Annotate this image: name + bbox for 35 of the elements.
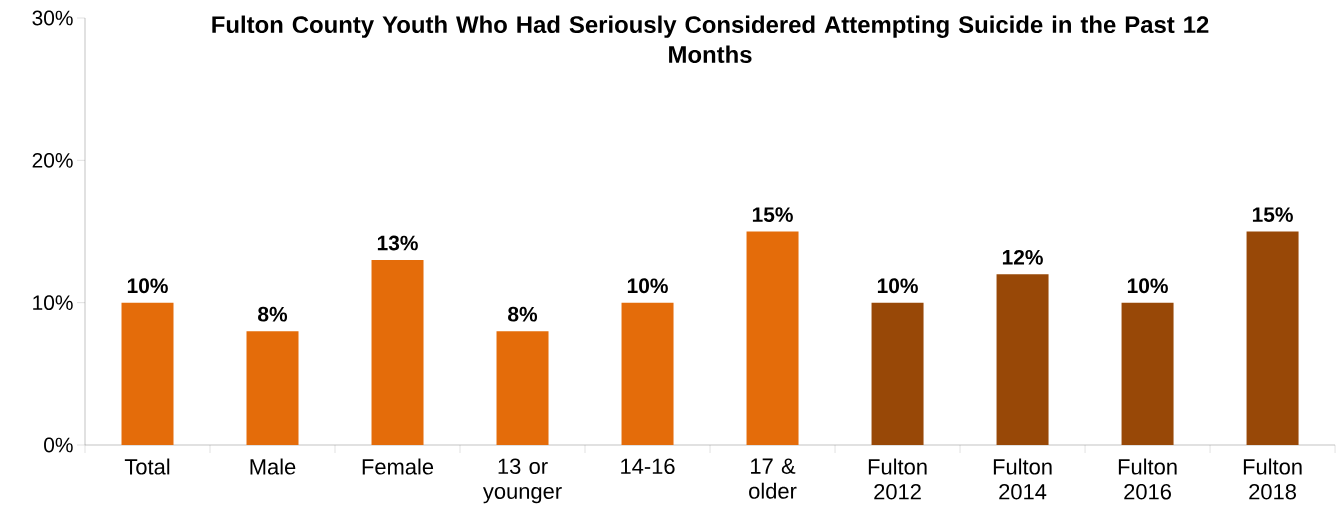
y-tick-label: 20% — [32, 152, 73, 168]
bar — [1121, 302, 1174, 445]
bar — [246, 331, 299, 445]
data-label: 8% — [258, 306, 288, 322]
data-label: 12% — [1002, 249, 1043, 265]
x-tick-label: 17 & older — [749, 458, 797, 499]
data-label: 10% — [1127, 278, 1168, 294]
bar — [1246, 231, 1299, 445]
data-label: 10% — [627, 278, 668, 294]
y-tick-label: 10% — [33, 295, 73, 311]
x-tick-label: 13 or younger — [482, 458, 562, 504]
x-tick-label: Fulton 2018 — [1243, 458, 1302, 500]
bar — [746, 231, 799, 445]
y-tick-label: 30% — [32, 10, 73, 26]
x-tick-label: 14-16 — [621, 458, 675, 475]
x-tick-label: Female — [362, 458, 434, 475]
bar — [996, 274, 1049, 445]
bar — [621, 302, 674, 445]
x-tick-label: Male — [250, 458, 296, 475]
data-label: 8% — [508, 306, 538, 322]
data-label: 13% — [377, 235, 418, 251]
x-tick-label: Total — [124, 458, 170, 475]
data-label: 10% — [127, 278, 168, 294]
bar — [496, 331, 549, 445]
y-tick-label: 0% — [44, 437, 73, 453]
data-label: 15% — [752, 207, 793, 222]
bar — [121, 302, 174, 445]
x-tick-label: Fulton 2016 — [1118, 458, 1177, 500]
data-label: 15% — [1252, 207, 1293, 222]
chart-title: Fulton County Youth Who Had Seriously Considered Attempting Suicide in the Past 12 Months — [212, 15, 1209, 63]
x-tick-label: Fulton 2012 — [868, 458, 927, 500]
bar — [371, 259, 424, 445]
bar — [871, 302, 924, 445]
x-tick-label: Fulton 2014 — [993, 458, 1052, 500]
data-label: 10% — [877, 278, 918, 294]
